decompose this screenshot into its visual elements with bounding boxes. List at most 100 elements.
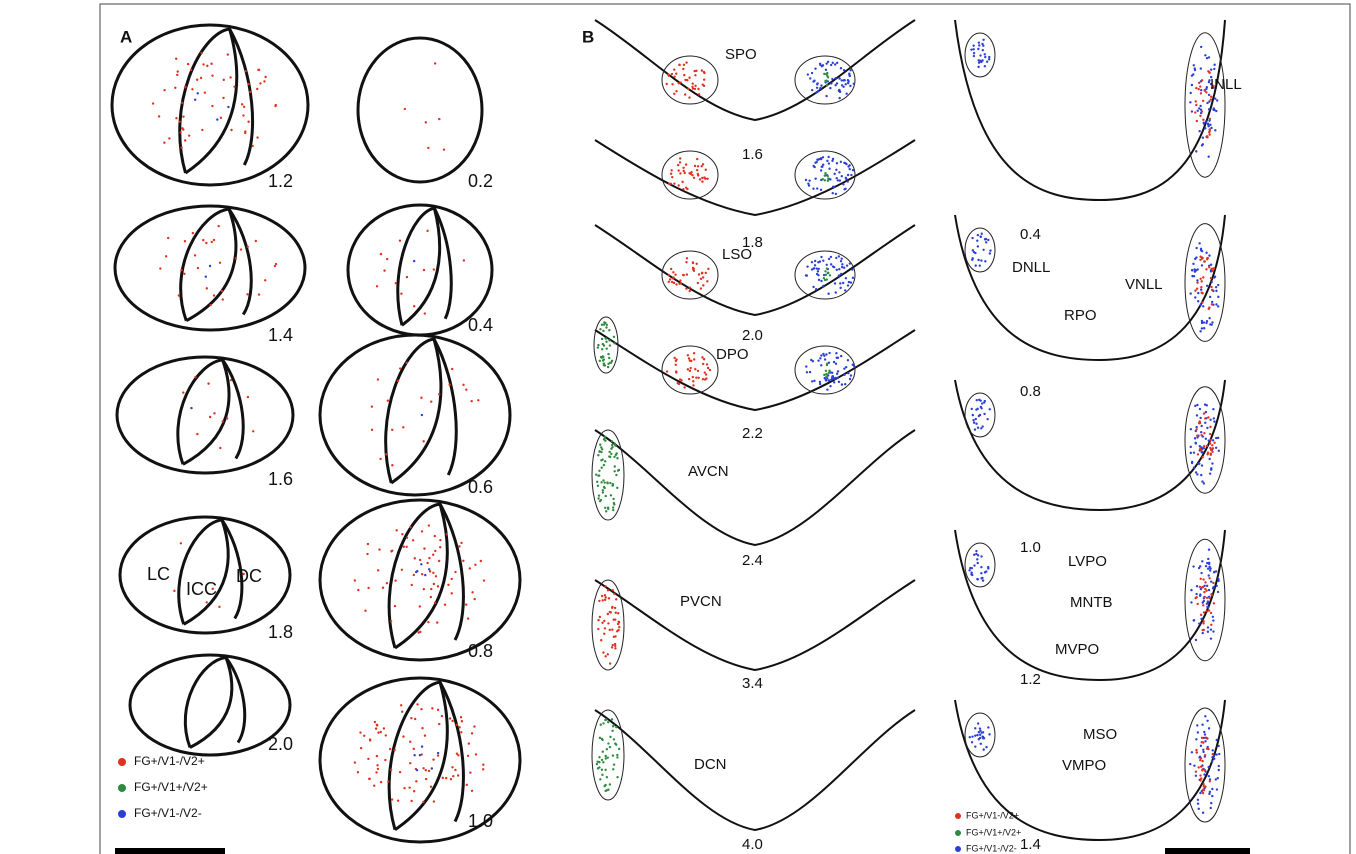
cell-dot (202, 239, 204, 241)
cell-dot (1193, 466, 1195, 468)
cell-dot (399, 240, 401, 242)
cell-dot (1201, 250, 1203, 252)
cell-dot (1202, 578, 1204, 580)
cell-dot (604, 594, 606, 596)
cell-dot (982, 731, 984, 733)
cell-dot (1200, 745, 1202, 747)
cell-dot (1209, 130, 1211, 132)
cell-dot (826, 267, 828, 269)
icc-outline (180, 29, 237, 173)
cell-dot (1208, 133, 1210, 135)
cell-dot (819, 63, 821, 65)
cell-dot (683, 386, 685, 388)
cell-dot (404, 108, 406, 110)
cell-dot (814, 68, 816, 70)
cell-dot (1210, 439, 1212, 441)
cell-dot (831, 372, 833, 374)
cell-dot (1205, 737, 1207, 739)
cell-dot (830, 256, 832, 258)
cell-dot (1209, 569, 1211, 571)
cell-dot (240, 248, 242, 250)
cell-dot (182, 115, 184, 117)
cell-dot (614, 442, 616, 444)
cell-dot (698, 273, 700, 275)
cell-dot (1211, 303, 1213, 305)
cell-dot (689, 370, 691, 372)
cell-dot (1195, 426, 1197, 428)
cell-dot (843, 267, 845, 269)
cell-dot (605, 755, 607, 757)
cell-dot (826, 72, 828, 74)
cell-dot (1196, 603, 1198, 605)
cell-dot (973, 52, 975, 54)
cell-dot (677, 184, 679, 186)
cell-dot (422, 767, 424, 769)
cell-dot (972, 44, 974, 46)
cell-dot (984, 65, 986, 67)
cell-dot (607, 353, 609, 355)
cell-dot (1194, 111, 1196, 113)
cell-dot (609, 629, 611, 631)
cell-dot (1194, 437, 1196, 439)
cell-dot (1198, 808, 1200, 810)
cell-dot (1201, 320, 1203, 322)
cell-dot (673, 68, 675, 70)
cell-dot (673, 75, 675, 77)
cell-dot (598, 766, 600, 768)
cell-dot (602, 491, 604, 493)
cell-dot (430, 588, 432, 590)
cell-dot (209, 304, 211, 306)
cell-dot (614, 444, 616, 446)
cell-dot (380, 253, 382, 255)
cell-dot (600, 446, 602, 448)
cell-dot (828, 352, 830, 354)
cell-dot (602, 751, 604, 753)
cell-dot (196, 433, 198, 435)
cell-dot (980, 743, 982, 745)
cell-dot (814, 260, 816, 262)
cell-dot (175, 117, 177, 119)
cell-dot (421, 530, 423, 532)
cell-dot (1212, 582, 1214, 584)
cell-dot (614, 647, 616, 649)
cell-dot (610, 453, 612, 455)
cell-dot (687, 368, 689, 370)
cell-dot (482, 763, 484, 765)
cell-dot (844, 383, 846, 385)
section-outline (955, 380, 1225, 510)
cell-dot (1200, 67, 1202, 69)
cell-dot (1207, 766, 1209, 768)
cell-dot (852, 169, 854, 171)
cell-dot (183, 273, 185, 275)
cell-dot (832, 186, 834, 188)
cell-dot (833, 381, 835, 383)
cell-dot (610, 494, 612, 496)
cell-dot (843, 79, 845, 81)
cell-dot (979, 264, 981, 266)
cell-dot (838, 171, 840, 173)
cell-dot (613, 470, 615, 472)
cell-dot (373, 784, 375, 786)
cell-dot (422, 440, 424, 442)
cell-dot (447, 584, 449, 586)
cell-dot (432, 554, 434, 556)
cell-dot (471, 790, 473, 792)
cell-dot (469, 771, 471, 773)
cell-dot (386, 582, 388, 584)
section-label: 0.8 (1020, 383, 1041, 400)
cell-dot (828, 372, 830, 374)
cell-dot (403, 787, 405, 789)
cell-dot (1199, 447, 1201, 449)
cell-dot (674, 273, 676, 275)
cell-dot (969, 736, 971, 738)
cell-dot (616, 457, 618, 459)
cell-dot (376, 764, 378, 766)
cell-dot (688, 77, 690, 79)
cell-dot (850, 174, 852, 176)
cell-dot (704, 371, 706, 373)
cell-dot (184, 139, 186, 141)
cell-dot (363, 735, 365, 737)
cell-dot (601, 774, 603, 776)
cell-dot (438, 560, 440, 562)
cell-dot (421, 745, 423, 747)
